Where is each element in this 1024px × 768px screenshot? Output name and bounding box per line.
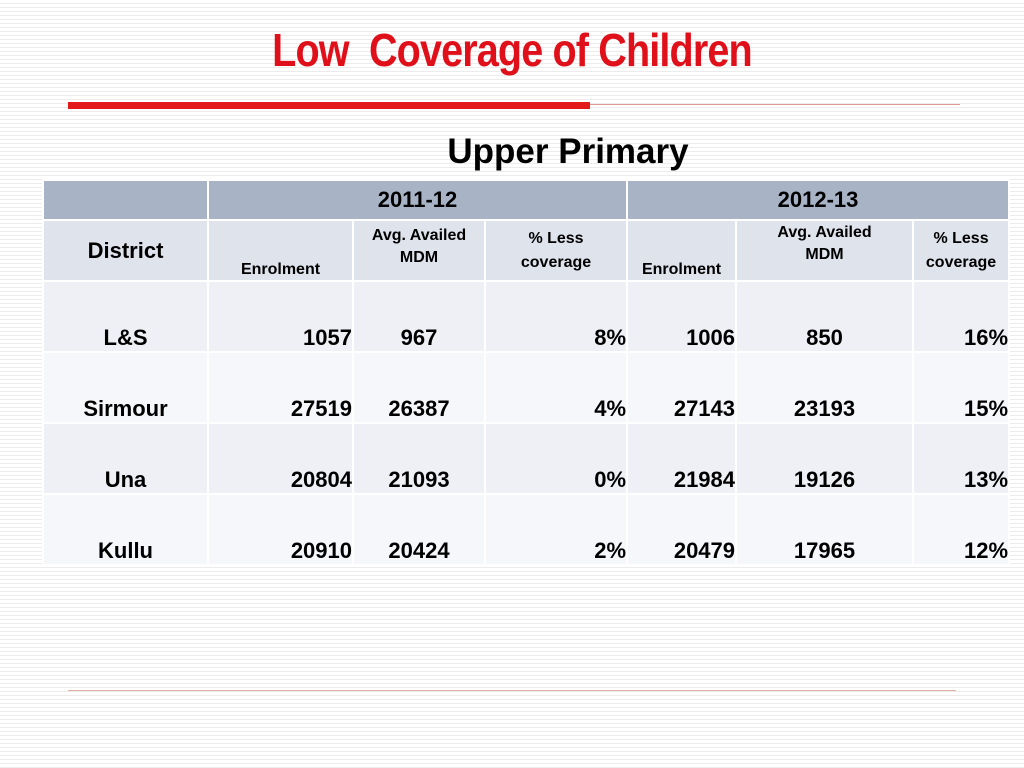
table-row: L&S 1057 967 8% 1006 850 16%: [42, 280, 1011, 353]
table-period-header-row: 2011-12 2012-13: [42, 179, 1011, 221]
avg-availed-2011-12: 20424: [352, 493, 486, 566]
less-coverage-2011-12: 8%: [483, 280, 629, 353]
header-line: Avg. Availed: [777, 224, 872, 241]
period-header-2011-12: 2011-12: [206, 179, 629, 221]
avg-availed-header-2011-12: Avg. Availed MDM: [352, 219, 486, 282]
district-name: Una: [42, 422, 209, 495]
enrolment-2012-13: 1006: [626, 280, 738, 353]
avg-availed-2012-13: 850: [735, 280, 915, 353]
avg-availed-2011-12: 26387: [352, 351, 486, 424]
less-coverage-header-2012-13: % Less coverage: [912, 219, 1011, 282]
avg-availed-2012-13: 23193: [735, 351, 915, 424]
avg-availed-2011-12: 21093: [352, 422, 486, 495]
enrolment-header-2011-12: Enrolment: [207, 219, 354, 282]
less-coverage-2011-12: 0%: [483, 422, 629, 495]
slide-title: Low Coverage of Children: [272, 24, 753, 76]
table-row: Una 20804 21093 0% 21984 19126 13%: [42, 422, 1011, 495]
avg-availed-header-2012-13: Avg. Availed MDM: [735, 219, 915, 282]
enrolment-2011-12: 20910: [207, 493, 354, 566]
header-line: Avg. Availed: [371, 227, 467, 244]
less-coverage-2011-12: 4%: [483, 351, 629, 424]
enrolment-2011-12: 27519: [207, 351, 354, 424]
less-coverage-2012-13: 12%: [912, 493, 1011, 566]
district-name: Sirmour: [42, 351, 209, 424]
enrolment-2012-13: 21984: [626, 422, 738, 495]
header-line: coverage: [520, 254, 592, 271]
less-coverage-header-2011-12: % Less coverage: [483, 219, 629, 282]
table-row: Kullu 20910 20424 2% 20479 17965 12%: [42, 493, 1011, 566]
avg-availed-2012-13: 17965: [735, 493, 915, 566]
district-name: Kullu: [42, 493, 209, 566]
district-header: District: [42, 219, 209, 282]
less-coverage-2012-13: 13%: [912, 422, 1011, 495]
header-line: MDM: [399, 249, 439, 266]
table-column-header-row: District Enrolment Avg. Availed MDM % Les…: [42, 219, 1011, 282]
enrolment-2011-12: 20804: [207, 422, 354, 495]
title-underline-red: [68, 102, 590, 109]
slide-subtitle: Upper Primary: [447, 132, 689, 171]
header-line: % Less: [528, 230, 584, 247]
enrolment-2012-13: 27143: [626, 351, 738, 424]
less-coverage-2012-13: 16%: [912, 280, 1011, 353]
district-name: L&S: [42, 280, 209, 353]
header-line: MDM: [805, 246, 844, 263]
header-line: % Less: [933, 230, 989, 247]
blank-header-cell: [42, 179, 209, 221]
title-underline-thin: [590, 104, 960, 105]
table-row: Sirmour 27519 26387 4% 27143 23193 15%: [42, 351, 1011, 424]
coverage-table: 2011-12 2012-13 District Enrolment Avg. …: [42, 179, 1011, 566]
avg-availed-2012-13: 19126: [735, 422, 915, 495]
avg-availed-2011-12: 967: [352, 280, 486, 353]
footer-divider: [68, 690, 956, 691]
enrolment-2011-12: 1057: [207, 280, 354, 353]
enrolment-2012-13: 20479: [626, 493, 738, 566]
less-coverage-2012-13: 15%: [912, 351, 1011, 424]
header-line: coverage: [925, 254, 997, 271]
enrolment-header-2012-13: Enrolment: [626, 219, 738, 282]
less-coverage-2011-12: 2%: [483, 493, 629, 566]
period-header-2012-13: 2012-13: [626, 179, 1011, 221]
